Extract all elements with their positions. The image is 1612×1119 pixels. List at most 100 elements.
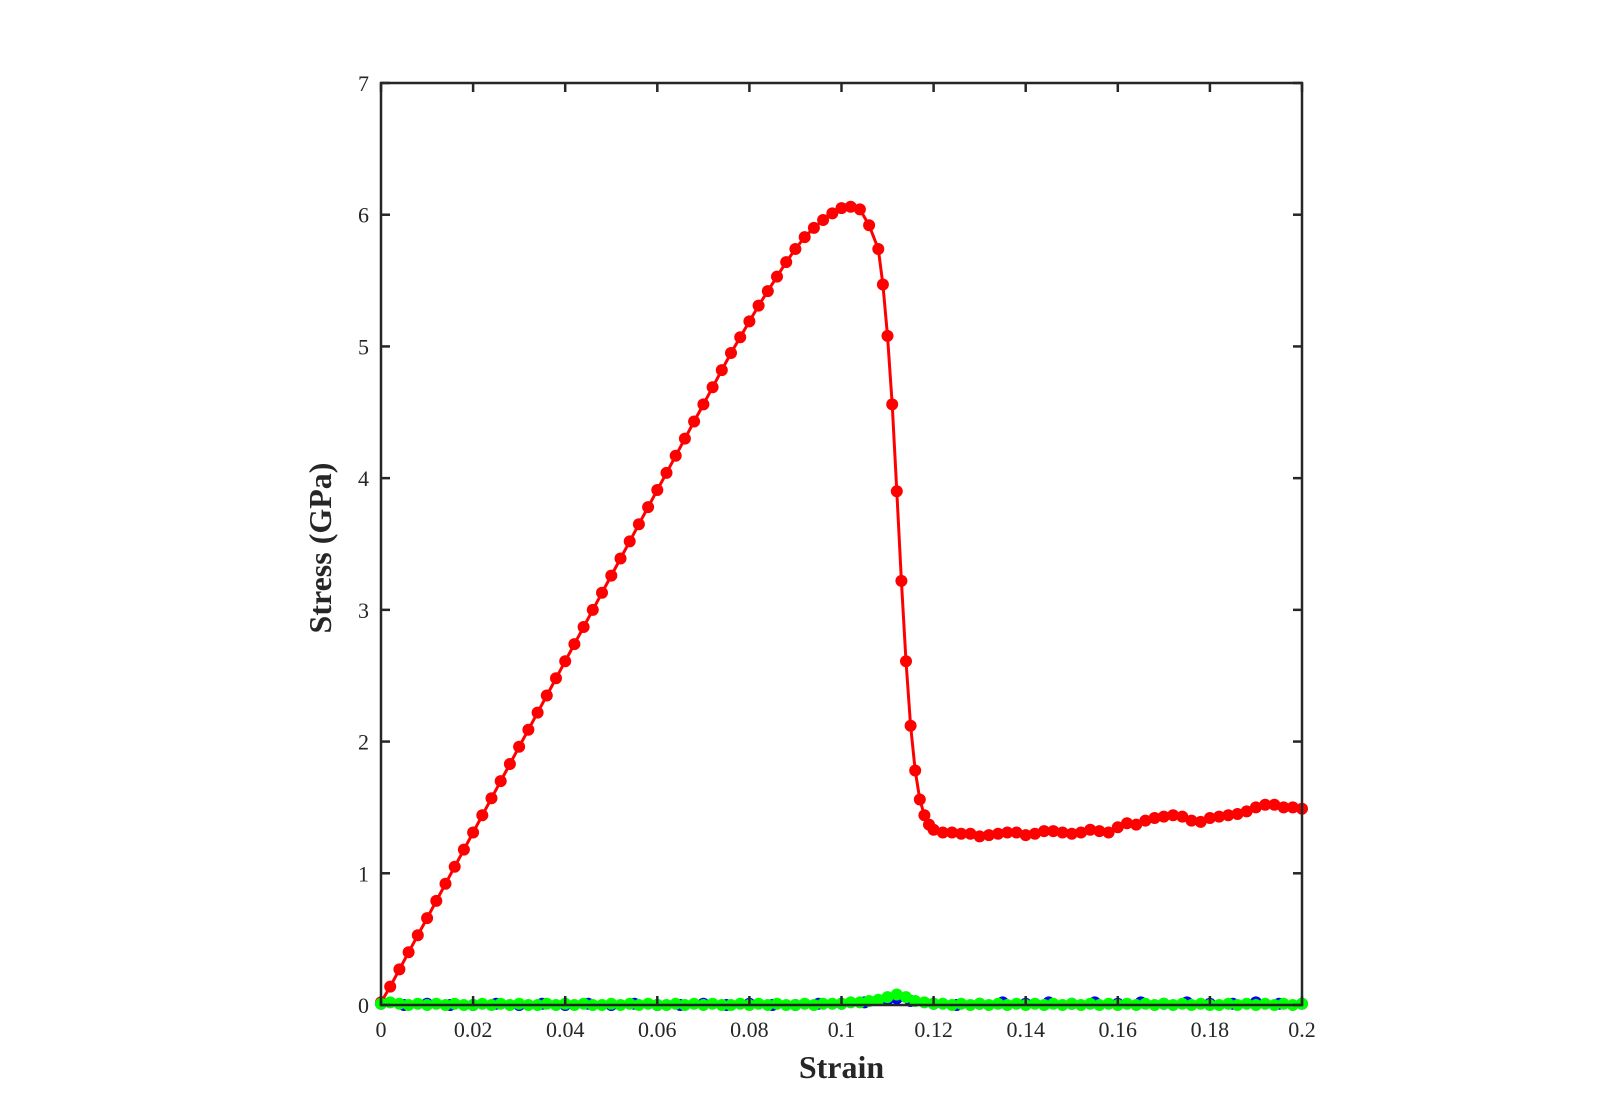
y-tick-label: 0: [358, 993, 369, 1018]
data-point: [798, 997, 811, 1010]
data-point: [522, 723, 535, 736]
y-tick-label: 5: [358, 334, 369, 359]
data-point: [1213, 810, 1226, 823]
data-point: [1065, 997, 1078, 1010]
data-point: [734, 331, 747, 344]
data-point: [946, 826, 958, 839]
data-point: [1240, 805, 1253, 818]
data-point: [826, 997, 839, 1010]
series-0: [375, 200, 1308, 1009]
data-point: [1167, 809, 1180, 822]
data-point: [826, 207, 839, 220]
data-point: [1047, 997, 1060, 1010]
data-point: [955, 827, 968, 840]
data-point: [596, 586, 608, 599]
data-point: [900, 655, 912, 668]
data-point: [761, 285, 774, 298]
data-point: [973, 830, 986, 843]
data-point: [642, 501, 655, 514]
data-point: [411, 929, 424, 942]
data-point: [430, 894, 443, 907]
data-point: [752, 299, 765, 312]
data-point: [1194, 815, 1207, 828]
data-point: [890, 988, 903, 1001]
data-point: [1259, 997, 1272, 1010]
data-point: [734, 997, 747, 1010]
data-point: [678, 432, 691, 445]
data-point: [448, 860, 461, 873]
data-point: [494, 775, 507, 788]
data-point: [886, 398, 899, 411]
data-point: [439, 877, 452, 890]
data-point: [904, 719, 917, 732]
data-point: [393, 963, 406, 976]
data-point: [1176, 997, 1189, 1010]
data-point: [817, 997, 830, 1010]
data-point: [1065, 827, 1078, 840]
data-point: [1121, 817, 1133, 830]
x-tick-label: 0.12: [914, 1017, 953, 1042]
data-point: [669, 449, 682, 462]
data-point: [1185, 814, 1198, 827]
data-point: [476, 809, 489, 822]
y-tick-label: 3: [358, 598, 369, 623]
data-point: [384, 980, 397, 993]
data-point: [430, 997, 443, 1010]
data-point: [1222, 809, 1235, 822]
data-point: [467, 826, 480, 839]
tick-labels: 0 0.02 0.04 0.06 0.08 0.1 0.12 0.14 0.16 0.18 0.2 0…: [358, 71, 1316, 1042]
data-point: [1010, 997, 1023, 1010]
data-point: [660, 466, 673, 479]
data-point: [651, 484, 664, 496]
data-point: [913, 793, 926, 806]
y-tick-label: 1: [358, 861, 369, 886]
x-tick-label: 0.18: [1191, 1017, 1230, 1042]
data-point: [669, 997, 682, 1010]
data-point: [623, 535, 636, 548]
data-point: [798, 231, 811, 244]
data-point: [476, 997, 489, 1010]
data-point: [844, 200, 857, 213]
data-point: [577, 997, 590, 1010]
data-point: [393, 997, 406, 1010]
data-point: [1111, 821, 1124, 834]
data-point: [1157, 997, 1170, 1010]
data-point: [1277, 801, 1290, 814]
data-point: [706, 381, 719, 394]
data-point: [973, 997, 986, 1010]
data-point: [890, 485, 903, 498]
data-point: [1001, 826, 1014, 839]
data-point: [577, 621, 590, 633]
data-point: [1038, 825, 1051, 838]
data-point: [872, 993, 885, 1006]
series-layer: [375, 200, 1308, 1011]
data-point: [881, 329, 894, 342]
data-point: [743, 315, 756, 328]
data-point: [411, 997, 424, 1010]
data-point: [771, 270, 783, 283]
data-point: [421, 912, 434, 925]
data-point: [1249, 801, 1262, 814]
data-point: [540, 997, 553, 1010]
data-point: [1139, 997, 1152, 1010]
data-point: [540, 689, 553, 702]
data-point: [1194, 997, 1207, 1010]
data-point: [752, 997, 765, 1010]
y-tick-label: 2: [358, 730, 369, 755]
data-point: [632, 518, 645, 531]
x-tick-label: 0.04: [546, 1017, 585, 1042]
data-point: [789, 243, 802, 255]
data-point: [936, 826, 949, 839]
data-point: [1047, 825, 1060, 838]
data-point: [448, 997, 461, 1010]
data-point: [1240, 997, 1253, 1010]
data-point: [853, 203, 866, 216]
data-point: [559, 655, 572, 668]
data-point: [1268, 798, 1281, 811]
data-point: [550, 672, 562, 685]
data-point: [1010, 826, 1023, 839]
data-point: [876, 278, 889, 291]
data-point: [1084, 997, 1097, 1010]
x-tick-label: 0.16: [1099, 1017, 1138, 1042]
